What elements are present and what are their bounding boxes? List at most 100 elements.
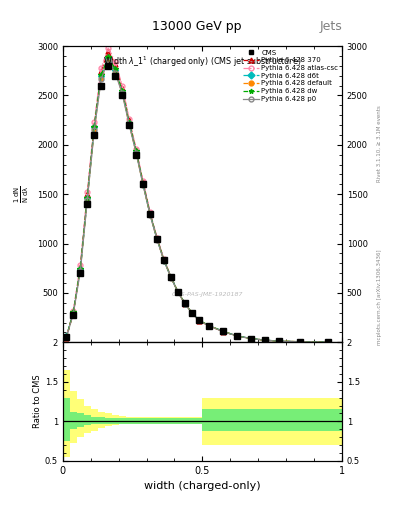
Pythia 6.428 atlas-csc [127, 116, 132, 122]
Pythia 6.428 370 [176, 289, 180, 295]
Pythia 6.428 370 [127, 117, 132, 123]
Pythia 6.428 370 [298, 339, 303, 345]
Pythia 6.428 dw [162, 257, 166, 263]
Pythia 6.428 d6t [189, 310, 194, 316]
Pythia 6.428 d6t [221, 328, 226, 334]
Pythia 6.428 dw [176, 289, 180, 295]
Pythia 6.428 d6t [249, 335, 253, 342]
Text: Width $\lambda$_1$^1$ (charged only) (CMS jet substructure): Width $\lambda$_1$^1$ (charged only) (CM… [103, 55, 301, 69]
CMS [221, 328, 226, 334]
CMS [249, 335, 253, 342]
Pythia 6.428 dw [263, 337, 268, 343]
Pythia 6.428 d6t [71, 310, 76, 316]
Pythia 6.428 p0 [120, 91, 125, 97]
Pythia 6.428 d6t [298, 338, 303, 345]
Pythia 6.428 d6t [176, 289, 180, 295]
Text: Jets: Jets [319, 20, 342, 33]
Pythia 6.428 default [71, 310, 76, 316]
Pythia 6.428 d6t [113, 67, 118, 73]
Pythia 6.428 default [106, 57, 110, 63]
Pythia 6.428 dw [64, 334, 69, 340]
Pythia 6.428 p0 [326, 339, 331, 345]
Pythia 6.428 default [196, 317, 201, 324]
Pythia 6.428 dw [120, 88, 125, 94]
Line: Pythia 6.428 d6t: Pythia 6.428 d6t [64, 56, 330, 344]
Pythia 6.428 dw [71, 309, 76, 315]
CMS [106, 63, 110, 69]
Pythia 6.428 p0 [113, 70, 118, 76]
Pythia 6.428 default [148, 211, 152, 218]
Pythia 6.428 atlas-csc [169, 273, 173, 280]
Pythia 6.428 p0 [127, 121, 132, 127]
Pythia 6.428 p0 [162, 258, 166, 264]
Pythia 6.428 default [249, 335, 253, 342]
CMS [169, 274, 173, 280]
Pythia 6.428 atlas-csc [155, 234, 160, 241]
CMS [162, 257, 166, 263]
Pythia 6.428 d6t [162, 258, 166, 264]
Pythia 6.428 default [235, 333, 240, 339]
CMS [127, 122, 132, 128]
Pythia 6.428 atlas-csc [120, 82, 125, 89]
Pythia 6.428 dw [78, 266, 83, 272]
Pythia 6.428 dw [298, 338, 303, 345]
Pythia 6.428 p0 [85, 197, 90, 203]
Pythia 6.428 atlas-csc [99, 65, 104, 71]
Pythia 6.428 dw [221, 328, 226, 334]
Pythia 6.428 370 [99, 68, 104, 74]
Y-axis label: $\frac{1}{\rm N}\frac{{\rm d}N}{{\rm d}\lambda}$: $\frac{1}{\rm N}\frac{{\rm d}N}{{\rm d}\… [13, 185, 31, 203]
Pythia 6.428 default [78, 267, 83, 273]
CMS [207, 323, 212, 329]
Pythia 6.428 370 [78, 264, 83, 270]
Pythia 6.428 atlas-csc [141, 178, 145, 184]
Pythia 6.428 p0 [169, 274, 173, 281]
Pythia 6.428 atlas-csc [106, 45, 110, 51]
Pythia 6.428 default [127, 121, 132, 127]
Y-axis label: Ratio to CMS: Ratio to CMS [33, 375, 42, 429]
Pythia 6.428 370 [148, 210, 152, 216]
Line: Pythia 6.428 dw: Pythia 6.428 dw [64, 54, 331, 345]
Pythia 6.428 atlas-csc [263, 337, 268, 343]
Pythia 6.428 d6t [120, 89, 125, 95]
Pythia 6.428 d6t [207, 323, 212, 329]
Pythia 6.428 d6t [134, 148, 138, 155]
Pythia 6.428 370 [71, 309, 76, 315]
Text: CMS-PAS-JME-1920187: CMS-PAS-JME-1920187 [172, 292, 244, 297]
Pythia 6.428 370 [221, 329, 226, 335]
Pythia 6.428 370 [106, 48, 110, 54]
Pythia 6.428 default [92, 126, 97, 132]
Pythia 6.428 default [99, 75, 104, 81]
Pythia 6.428 dw [106, 54, 110, 60]
Pythia 6.428 p0 [183, 301, 187, 307]
Pythia 6.428 p0 [78, 268, 83, 274]
Pythia 6.428 atlas-csc [326, 339, 331, 345]
Pythia 6.428 d6t [99, 73, 104, 79]
Pythia 6.428 dw [141, 181, 145, 187]
Pythia 6.428 d6t [78, 266, 83, 272]
CMS [277, 338, 281, 344]
X-axis label: width (charged-only): width (charged-only) [144, 481, 261, 491]
Line: Pythia 6.428 atlas-csc: Pythia 6.428 atlas-csc [64, 46, 331, 345]
CMS [71, 312, 76, 318]
CMS [326, 339, 331, 345]
Pythia 6.428 370 [85, 191, 90, 197]
Pythia 6.428 atlas-csc [249, 335, 253, 342]
Pythia 6.428 dw [183, 301, 187, 307]
CMS [196, 317, 201, 323]
Pythia 6.428 dw [85, 195, 90, 201]
Line: Pythia 6.428 370: Pythia 6.428 370 [64, 49, 331, 345]
Pythia 6.428 atlas-csc [298, 338, 303, 345]
Text: 13000 GeV pp: 13000 GeV pp [152, 20, 241, 33]
Pythia 6.428 370 [92, 122, 97, 128]
Pythia 6.428 default [277, 338, 281, 344]
Line: Pythia 6.428 default: Pythia 6.428 default [64, 58, 330, 344]
Pythia 6.428 default [120, 90, 125, 96]
Pythia 6.428 dw [326, 339, 331, 345]
Pythia 6.428 atlas-csc [196, 317, 201, 324]
CMS [148, 211, 152, 217]
Pythia 6.428 d6t [92, 124, 97, 130]
Pythia 6.428 p0 [155, 237, 160, 243]
CMS [176, 289, 180, 295]
Pythia 6.428 370 [235, 333, 240, 339]
CMS [78, 270, 83, 276]
